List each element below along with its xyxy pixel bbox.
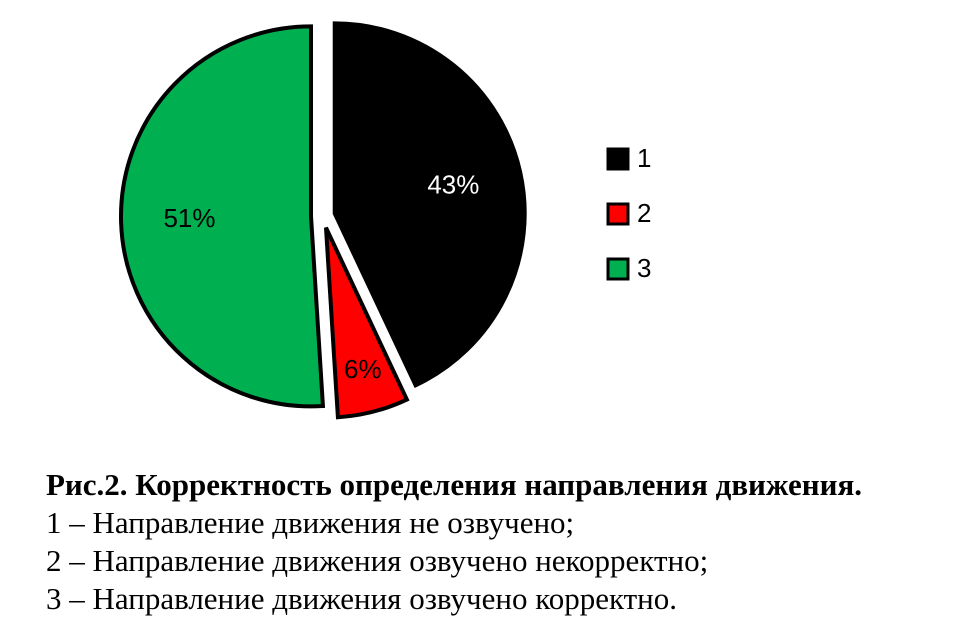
pie-chart: 43% 6% 51% 1 2 3: [119, 21, 651, 420]
pie-slices: [119, 21, 527, 420]
legend-swatch-1: [606, 147, 630, 171]
caption-line-2: 2 – Направление движения озвучено некорр…: [46, 543, 709, 578]
legend: 1 2 3: [606, 143, 651, 283]
pie-data-label-2: 6%: [344, 354, 382, 384]
legend-label-2: 2: [637, 198, 651, 228]
pie-slice-1: [332, 21, 527, 388]
pie-data-labels: 43% 6% 51%: [163, 170, 479, 384]
legend-swatch-2: [606, 202, 630, 226]
pie-slice-2: [323, 226, 410, 420]
caption-title: Рис.2. Корректность определения направле…: [46, 467, 862, 502]
legend-label-3: 3: [637, 253, 651, 283]
pie-data-label-1: 43%: [427, 170, 479, 200]
legend-label-1: 1: [637, 143, 651, 173]
caption-line-3: 3 – Направление движения озвучено коррек…: [46, 581, 677, 616]
figure-caption: Рис.2. Корректность определения направле…: [46, 466, 956, 618]
pie-data-label-3: 51%: [163, 203, 215, 233]
pie-slice-3: [119, 24, 326, 409]
caption-line-1: 1 – Направление движения не озвучено;: [46, 505, 575, 540]
legend-swatch-3: [606, 257, 630, 281]
